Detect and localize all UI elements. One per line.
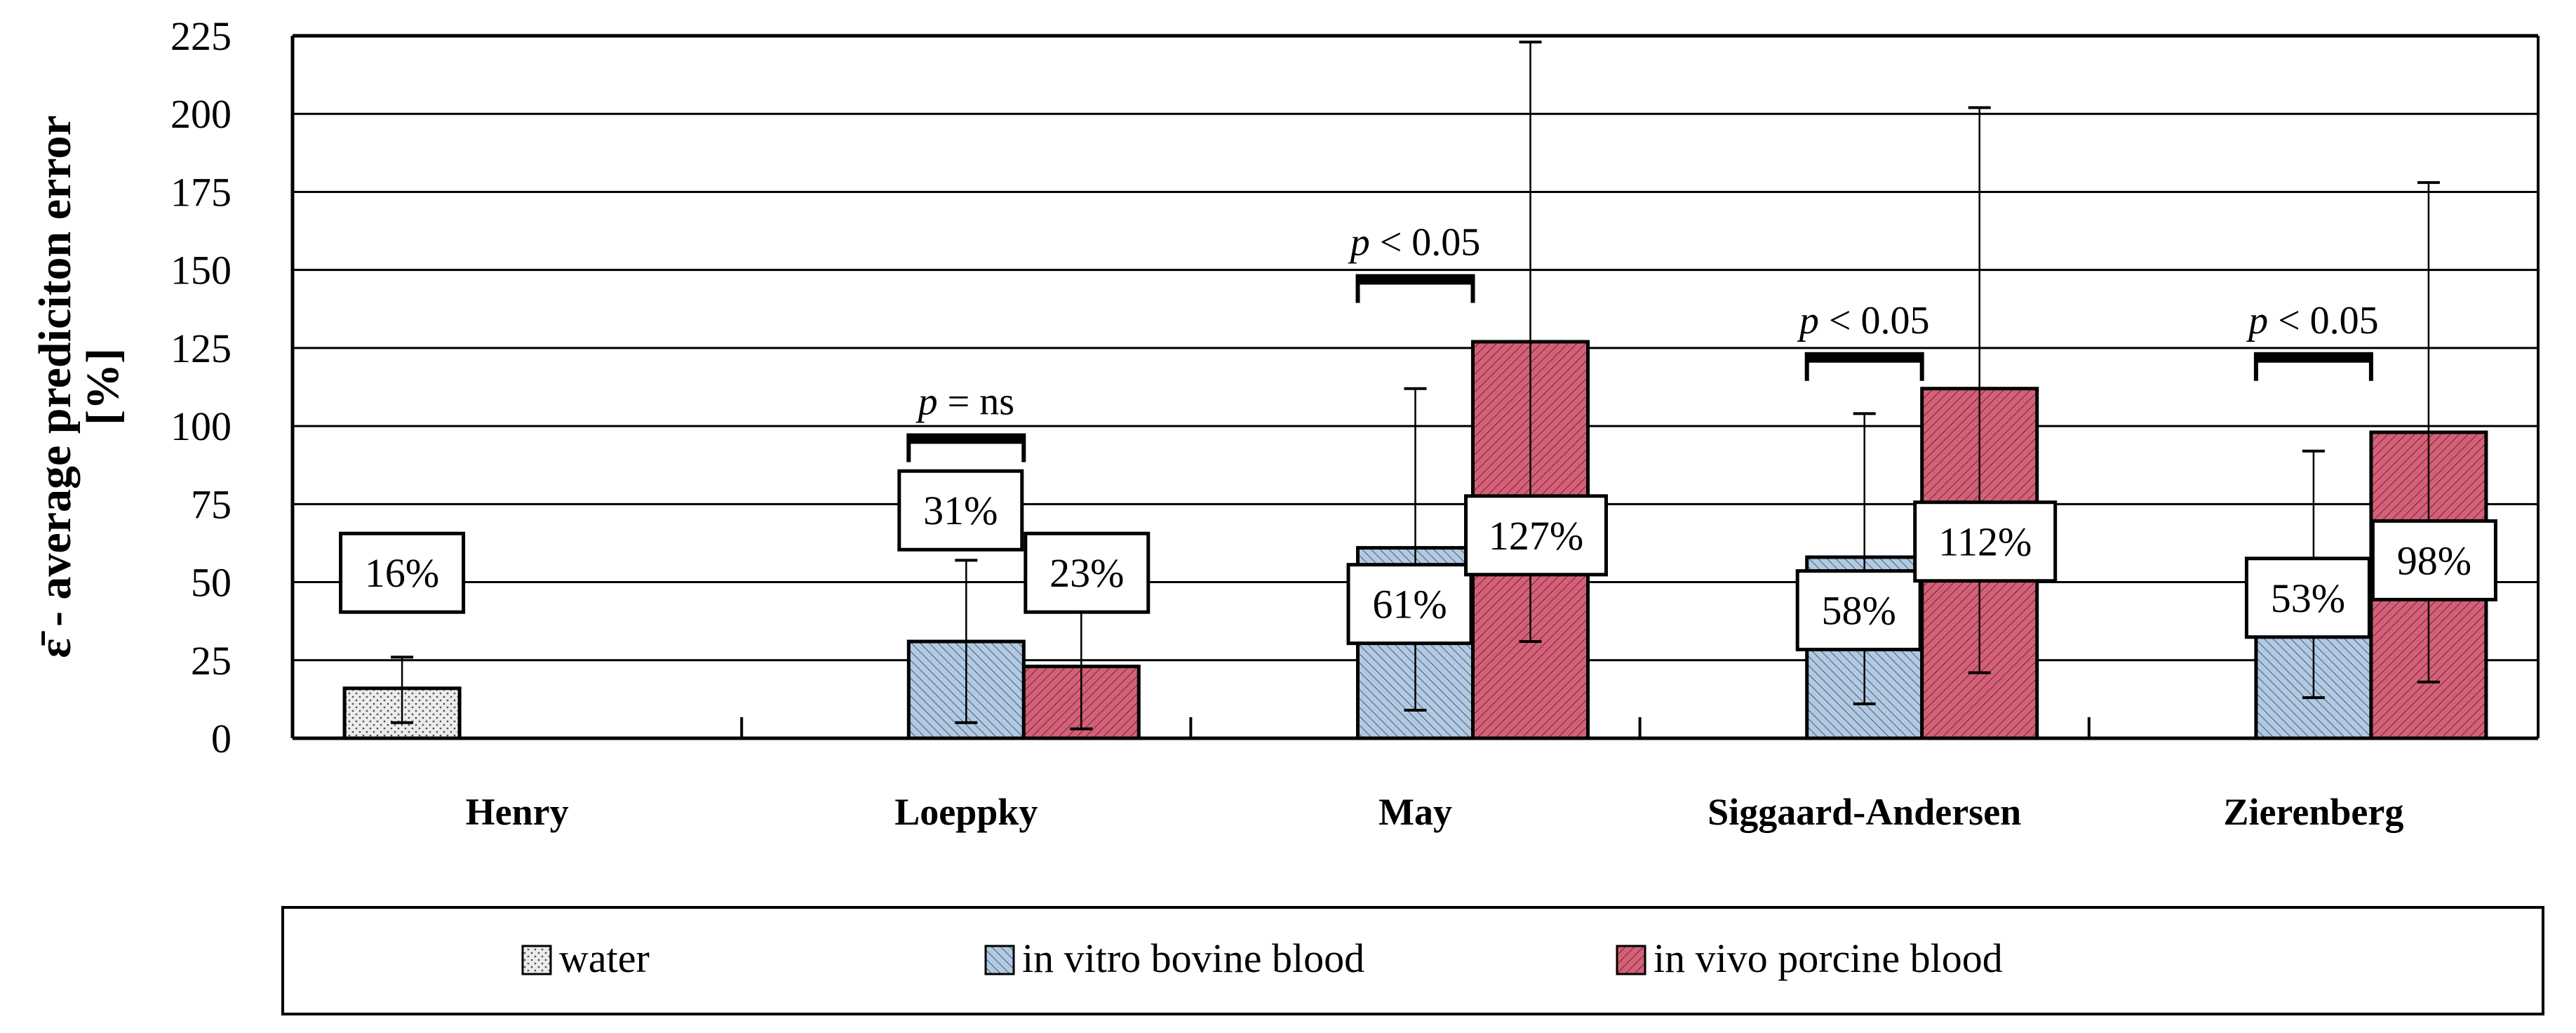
y-tick-label: 200 (170, 91, 232, 137)
y-tick-label: 225 (170, 13, 232, 59)
x-category-label: Siggaard-Andersen (1708, 791, 2021, 833)
legend-box (281, 906, 2544, 1015)
significance-label: p < 0.05 (1348, 221, 1481, 265)
p-symbol: p (1348, 221, 1370, 265)
y-tick-label: 50 (191, 560, 232, 606)
y-tick-label: 100 (170, 404, 232, 449)
p-value: < 0.05 (1819, 299, 1930, 342)
data-label: 31% (923, 488, 998, 533)
significance-bracket-bar (1806, 352, 1922, 363)
y-tick-label: 25 (191, 638, 232, 684)
data-label: 127% (1489, 513, 1583, 559)
significance-bracket-bar (1357, 274, 1473, 285)
y-tick-label: 125 (170, 326, 232, 371)
y-axis-title-unit: [%] (77, 348, 128, 425)
data-label: 112% (1938, 519, 2032, 565)
data-label-box (1024, 531, 1151, 614)
significance-bracket-bar (2255, 352, 2371, 363)
p-symbol: p (2246, 299, 2268, 342)
x-category-label: Henry (466, 791, 569, 833)
p-symbol: p (1797, 299, 1819, 342)
significance-label: p < 0.05 (2246, 299, 2379, 342)
x-category-label: Zierenberg (2223, 791, 2403, 833)
significance-annotations: p = nsp < 0.05p < 0.05 p < 0.05 (906, 221, 2379, 462)
data-label-box (339, 531, 466, 614)
data-label-box (1346, 563, 1473, 646)
x-category-label: Loeppky (894, 791, 1038, 833)
legend-swatch (1616, 945, 1646, 975)
p-value: < 0.05 (1370, 221, 1481, 265)
p-symbol: p (915, 380, 938, 423)
data-label: 16% (365, 550, 439, 596)
data-label: 58% (1822, 588, 1896, 634)
y-tick-label: 0 (211, 716, 232, 761)
data-label: 23% (1049, 550, 1124, 596)
data-label: 53% (2271, 575, 2345, 621)
x-category-label: May (1378, 791, 1452, 833)
legend-label: water (559, 935, 650, 981)
data-label: 61% (1372, 582, 1447, 627)
legend-label: in vivo porcine blood (1653, 935, 2003, 981)
data-label-box (2370, 519, 2497, 601)
data-label-box (897, 469, 1024, 552)
data-labels: 16% 31% 61% 58% 53% 23% 127% 112% 98% (339, 469, 2497, 652)
data-label-box (2244, 557, 2371, 639)
legend-label: in vitro bovine blood (1022, 935, 1364, 981)
y-axis-title: ε̄ - average prediciton error (29, 115, 81, 658)
significance-label: p = ns (915, 380, 1014, 423)
significance-bracket-bar (908, 434, 1024, 444)
y-tick-label: 175 (170, 169, 232, 215)
legend-swatch (521, 945, 552, 975)
legend-swatch (984, 945, 1015, 975)
axes: 0 25 50 75 100 125 150 175 200 225 Henry Loeppky May… (170, 13, 2540, 833)
legend: water in vitro bovine blood in vivo porcin… (281, 906, 2544, 1015)
p-value: < 0.05 (2268, 299, 2379, 342)
y-tick-label: 75 (191, 481, 232, 527)
data-label-box (1795, 569, 1922, 652)
y-tick-label: 150 (170, 248, 232, 293)
significance-label: p < 0.05 (1797, 299, 1930, 342)
data-label-box (1464, 494, 1608, 577)
p-value: = ns (938, 380, 1014, 423)
data-label: 98% (2397, 538, 2471, 583)
data-label-box (1913, 500, 2058, 583)
